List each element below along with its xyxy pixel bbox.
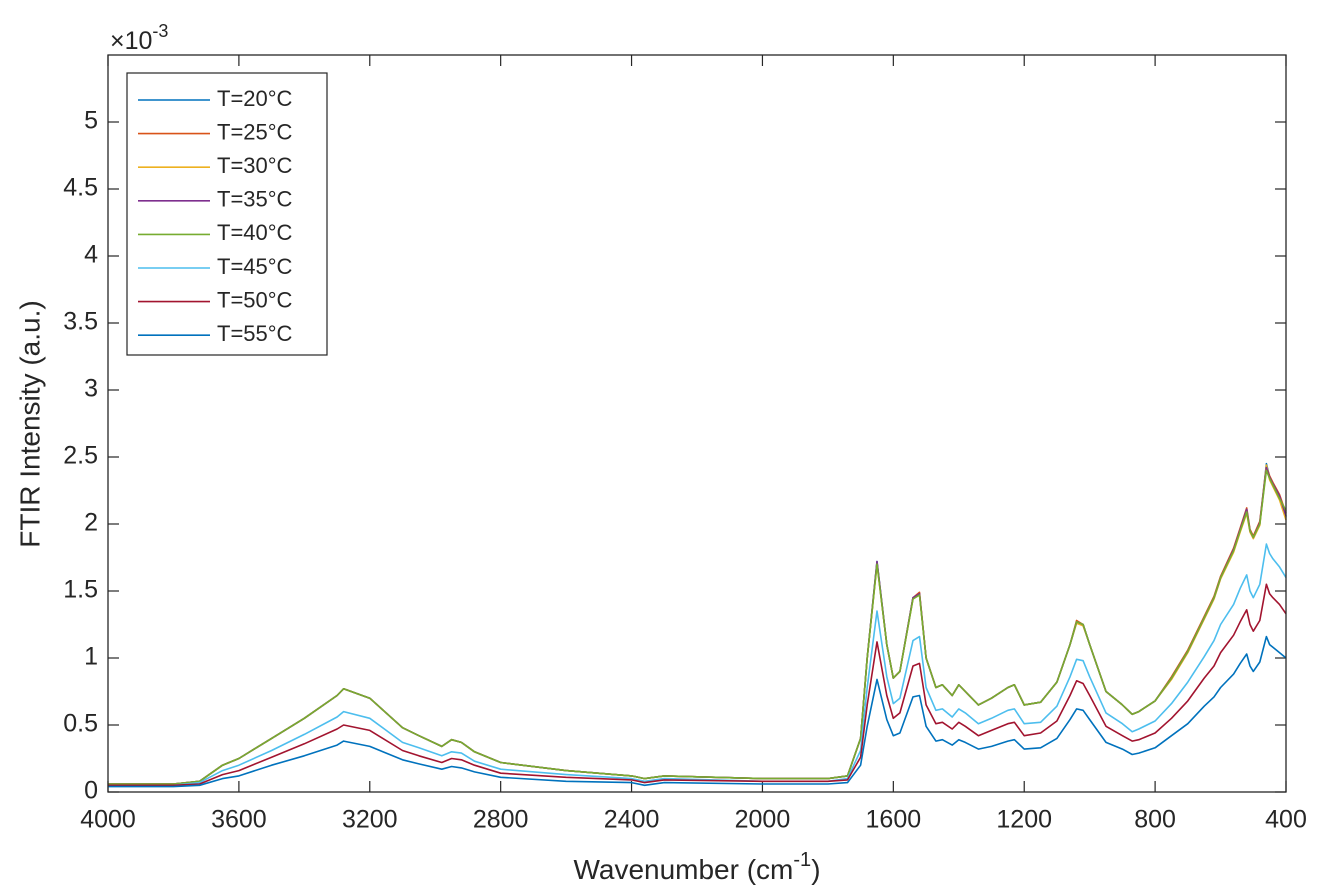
x-tick-label: 400 — [1265, 806, 1307, 834]
y-multiplier-base: ×10 — [110, 27, 152, 55]
y-tick-label: 4.5 — [63, 174, 98, 202]
y-tick-label: 5 — [84, 107, 98, 135]
series-line — [108, 583, 1287, 787]
y-tick-label: 2.5 — [63, 442, 98, 470]
x-tick-label: 1600 — [866, 806, 922, 834]
y-tick-label: 1 — [84, 643, 98, 671]
y-multiplier: ×10-3 — [110, 21, 168, 55]
x-tick-label: 800 — [1134, 806, 1176, 834]
series-line — [108, 543, 1287, 787]
y-tick-label: 2 — [84, 509, 98, 537]
legend-label: T=45°C — [217, 254, 293, 279]
legend-label: T=25°C — [217, 119, 293, 144]
series-line — [108, 635, 1287, 788]
legend-label: T=50°C — [217, 287, 293, 312]
x-tick-label: 4000 — [80, 806, 136, 834]
y-tick-label: 0 — [84, 777, 98, 805]
y-tick-label: 0.5 — [63, 710, 98, 738]
plot-frame — [107, 54, 1287, 793]
legend-label: T=40°C — [217, 220, 293, 245]
x-tick-label: 2800 — [473, 806, 529, 834]
x-axis-label-sup: -1 — [793, 849, 811, 871]
legend-box — [126, 72, 328, 356]
y-tick-label: 3 — [84, 375, 98, 403]
y-tick-label: 4 — [84, 241, 98, 269]
x-axis-label: Wavenumber (cm-1) — [573, 849, 820, 885]
x-axis-label-end: ) — [811, 854, 820, 885]
y-axis-label: FTIR Intensity (a.u.) — [14, 300, 45, 547]
x-tick-label: 3200 — [342, 806, 398, 834]
legend-label: T=20°C — [217, 86, 293, 111]
x-axis-label-main: Wavenumber (cm — [573, 854, 793, 885]
x-tick-label: 2000 — [735, 806, 791, 834]
x-tick-label: 1200 — [996, 806, 1052, 834]
x-tick-label: 2400 — [604, 806, 660, 834]
legend-label: T=35°C — [217, 187, 293, 212]
y-tick-label: 1.5 — [63, 576, 98, 604]
y-multiplier-exp: -3 — [152, 21, 168, 41]
y-tick-label: 3.5 — [63, 308, 98, 336]
series-line — [108, 469, 1287, 785]
x-tick-label: 3600 — [211, 806, 267, 834]
legend-label: T=30°C — [217, 153, 293, 178]
legend-label: T=55°C — [217, 321, 293, 346]
